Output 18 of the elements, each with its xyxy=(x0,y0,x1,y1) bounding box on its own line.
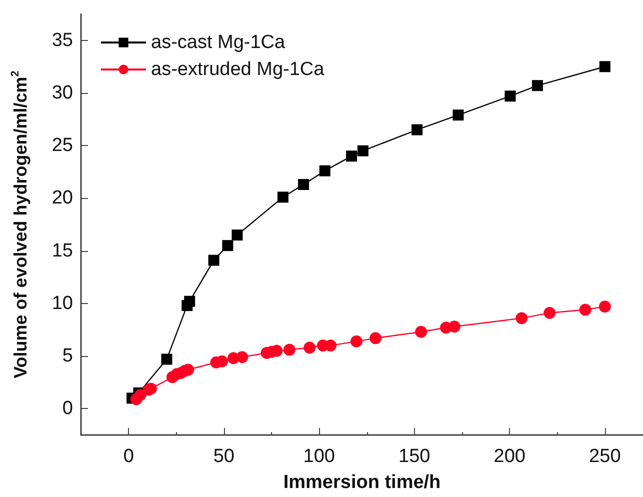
x-tick-label: 50 xyxy=(213,446,234,467)
y-tick-label: 5 xyxy=(62,346,73,367)
y-tick-label: 15 xyxy=(52,240,73,262)
x-tick-label: 0 xyxy=(123,446,134,467)
y-tick-label: 10 xyxy=(52,292,73,314)
y-tick-label: 20 xyxy=(52,188,73,209)
y-tick-label: 0 xyxy=(62,398,73,420)
x-axis-title: Immersion time/h xyxy=(283,472,441,493)
y-axis-title: Volume of evolved hydrogen/ml/cm2 xyxy=(10,70,30,378)
legend-label: as-extruded Mg-1Ca xyxy=(151,59,325,80)
y-tick-label: 30 xyxy=(52,82,73,104)
x-tick-label: 200 xyxy=(494,446,526,467)
x-tick-label: 150 xyxy=(398,446,430,467)
x-tick-label: 250 xyxy=(589,446,621,467)
y-tick-label: 25 xyxy=(52,135,73,156)
x-tick-label: 100 xyxy=(303,446,335,467)
legend-label: as-cast Mg-1Ca xyxy=(151,32,286,53)
y-tick-label: 35 xyxy=(52,30,73,51)
